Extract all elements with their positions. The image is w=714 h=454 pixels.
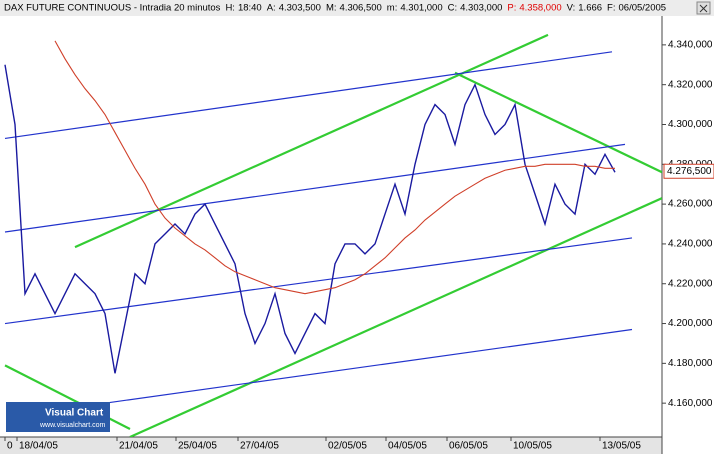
last-price-label: 4.276,500 xyxy=(667,166,712,177)
trendline xyxy=(4,143,626,233)
header-label: m: xyxy=(387,3,398,14)
plot-area xyxy=(4,33,662,437)
x-tick-label: 21/04/05 xyxy=(119,441,158,452)
close-icon xyxy=(699,4,708,13)
y-tick-label: 4.220,000 xyxy=(668,278,713,289)
logo-url: www.visualchart.com xyxy=(39,422,106,429)
header-value: 4.306,500 xyxy=(340,3,382,14)
x-tick-label: 04/05/05 xyxy=(388,441,427,452)
series-line xyxy=(4,64,616,374)
chart-title: DAX FUTURE CONTINUOUS - Intradia 20 minu… xyxy=(4,3,221,14)
header-label: C: xyxy=(448,3,458,14)
trendline xyxy=(4,51,613,140)
header-value: 1.666 xyxy=(578,3,602,14)
y-tick-label: 4.340,000 xyxy=(668,40,713,51)
y-tick-label: 4.240,000 xyxy=(668,239,713,250)
y-tick-label: 4.180,000 xyxy=(668,358,713,369)
trendline xyxy=(74,33,549,249)
header-label: F: xyxy=(607,3,615,14)
trendline xyxy=(454,71,662,174)
trendline xyxy=(104,328,633,404)
header-label: M: xyxy=(326,3,337,14)
logo-name: Visual Chart xyxy=(45,408,104,419)
header-value: 4.301,000 xyxy=(400,3,442,14)
header-value: 4.303,500 xyxy=(279,3,321,14)
x-tick-label: 18/04/05 xyxy=(19,441,58,452)
last-price-box xyxy=(663,163,714,179)
header-label: P: xyxy=(507,3,516,14)
x-tick-label: 13/05/05 xyxy=(602,441,641,452)
header-label: V: xyxy=(567,3,576,14)
x-tick-label: 10/05/05 xyxy=(513,441,552,452)
y-tick-label: 4.160,000 xyxy=(668,398,713,409)
x-tick-label: 25/04/05 xyxy=(178,441,217,452)
header-value: 4.303,000 xyxy=(460,3,502,14)
header-label: A: xyxy=(267,3,276,14)
y-tick-label: 4.320,000 xyxy=(668,79,713,90)
y-tick-label: 4.200,000 xyxy=(668,318,713,329)
header-value: 06/05/2005 xyxy=(619,3,667,14)
x-tick-label: 02/05/05 xyxy=(328,441,367,452)
x-tick-label: 06/05/05 xyxy=(449,441,488,452)
y-tick-label: 4.300,000 xyxy=(668,119,713,130)
header-bar xyxy=(0,0,714,16)
x-tick-label: 27/04/05 xyxy=(240,441,279,452)
header-value: 18:40 xyxy=(238,3,262,14)
logo: Visual Chart www.visualchart.com xyxy=(6,402,110,432)
x-tick-label: 0 xyxy=(7,441,13,452)
trendline xyxy=(129,197,662,437)
y-tick-label: 4.260,000 xyxy=(668,199,713,210)
header-label: H: xyxy=(225,3,235,14)
header-value: 4.358,000 xyxy=(519,3,561,14)
x-axis-bar xyxy=(0,437,662,454)
trendline xyxy=(4,237,633,325)
logo-box xyxy=(6,402,110,432)
series-line xyxy=(54,40,615,295)
